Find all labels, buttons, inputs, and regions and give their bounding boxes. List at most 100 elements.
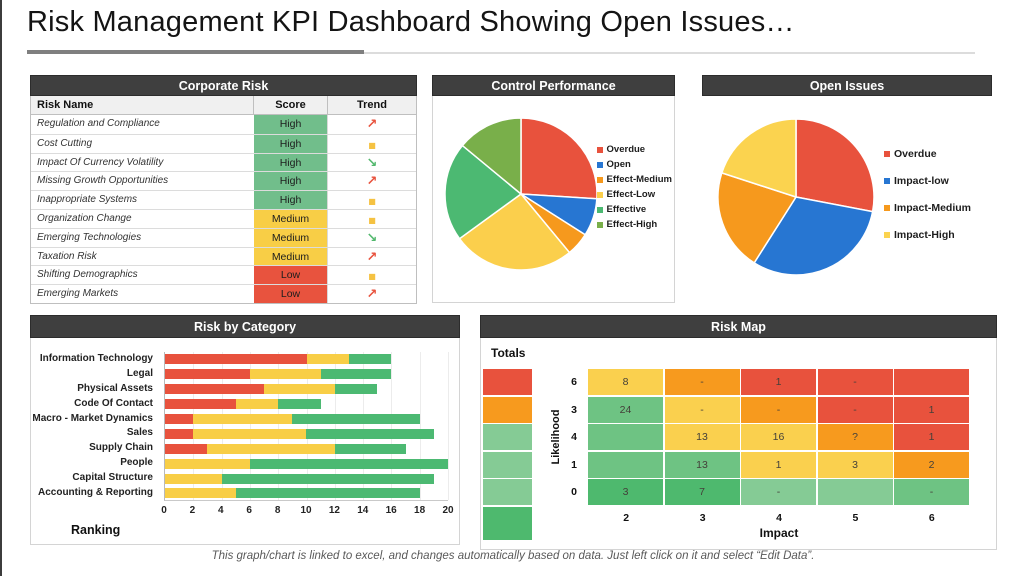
risk-map-cell[interactable]: 8 xyxy=(588,369,663,395)
bar-row[interactable] xyxy=(165,397,448,412)
totals-cell[interactable] xyxy=(483,396,532,423)
bar-segment-medium[interactable] xyxy=(193,428,307,439)
legend-swatch-icon xyxy=(884,204,890,211)
bar-row[interactable] xyxy=(165,412,448,427)
trend-cell: ■ xyxy=(328,210,416,228)
risk-map-cell[interactable]: 1 xyxy=(894,424,969,450)
bar-segment-low[interactable] xyxy=(320,369,392,380)
totals-cell[interactable] xyxy=(483,451,532,478)
bar-segment-medium[interactable] xyxy=(249,369,321,380)
risk-map-cell[interactable] xyxy=(588,451,663,478)
bar-segment-low[interactable] xyxy=(249,458,448,469)
footer-caption: This graph/chart is linked to excel, and… xyxy=(211,550,815,562)
corporate-risk-rows[interactable]: Regulation and Compliance High ↗ Cost Cutti… xyxy=(30,115,417,304)
bar-segment-low[interactable] xyxy=(334,443,406,454)
risk-map-cell[interactable]: - xyxy=(741,396,816,423)
totals-cell[interactable] xyxy=(483,506,532,540)
totals-cell[interactable] xyxy=(483,424,532,450)
bar-row[interactable] xyxy=(165,486,448,501)
bar-segment-high[interactable] xyxy=(165,369,250,380)
pie-slice-overdue[interactable] xyxy=(520,117,598,200)
bar-segment-low[interactable] xyxy=(348,354,392,365)
risk-map-cell[interactable]: - xyxy=(894,479,969,505)
bar-segment-medium[interactable] xyxy=(193,414,293,424)
risk-map-cell[interactable]: - xyxy=(817,396,893,423)
bar-segment-low[interactable] xyxy=(292,414,420,424)
bar-segment-medium[interactable] xyxy=(165,473,222,484)
score-cell: High xyxy=(253,115,328,134)
risk-map-cell[interactable]: 3 xyxy=(817,451,893,478)
risk-map-cell[interactable] xyxy=(588,424,663,450)
score-cell: High xyxy=(253,191,328,209)
pie-slice-impact-medium[interactable] xyxy=(717,171,798,264)
bar-row[interactable] xyxy=(165,426,448,441)
risk-by-category-plot[interactable] xyxy=(164,352,449,501)
pie-slice-effective[interactable] xyxy=(444,144,523,240)
bar-segment-medium[interactable] xyxy=(165,488,236,499)
risk-map-cell[interactable]: ? xyxy=(817,424,893,450)
open-issues-legend: Overdue Impact-low Impact-Medium Impact-Hig… xyxy=(884,140,971,248)
legend-label: Effective xyxy=(606,204,647,215)
risk-map-cell[interactable]: - xyxy=(817,369,893,395)
bar-segment-medium[interactable] xyxy=(264,384,335,395)
pie-slice-overdue[interactable] xyxy=(795,118,875,213)
risk-map-cell[interactable]: - xyxy=(664,369,740,395)
risk-map-cell[interactable]: 1 xyxy=(741,451,816,478)
risk-map-cell[interactable] xyxy=(894,369,969,395)
pie-slice-effect-high[interactable] xyxy=(461,117,522,196)
risk-map-grid[interactable]: 8-1-24- - -1 13 16? 1 13 1 3 2 3 7- - xyxy=(588,369,969,505)
legend-label: Impact-low xyxy=(894,174,949,187)
table-row: Inappropriate Systems High ■ xyxy=(31,190,416,209)
bar-row[interactable] xyxy=(165,352,448,367)
gridline xyxy=(306,352,308,500)
bar-segment-low[interactable] xyxy=(221,473,434,484)
risk-map-cell[interactable]: 16 xyxy=(741,424,816,450)
risk-map-cell[interactable]: 13 xyxy=(664,451,740,478)
bar-row[interactable] xyxy=(165,456,448,471)
bar-segment-high[interactable] xyxy=(165,399,236,410)
bar-segment-low[interactable] xyxy=(235,488,420,499)
legend-swatch-icon xyxy=(596,191,603,198)
bar-segment-low[interactable] xyxy=(334,384,378,395)
bar-segment-medium[interactable] xyxy=(207,443,335,454)
category-label: Accounting & Reporting xyxy=(38,487,153,499)
risk-map-cell[interactable]: 7 xyxy=(664,479,740,505)
risk-name-cell: Emerging Markets xyxy=(37,288,119,300)
bar-segment-high[interactable] xyxy=(165,428,194,439)
bar-segment-high[interactable] xyxy=(165,354,307,365)
bar-segment-low[interactable] xyxy=(306,428,434,439)
open-issues-pie[interactable] xyxy=(702,96,992,303)
title-underline-light xyxy=(27,52,975,54)
risk-map-cell[interactable]: 24 xyxy=(588,396,663,423)
control-performance-pie[interactable] xyxy=(433,96,676,303)
risk-map-cell[interactable]: - xyxy=(664,396,740,423)
risk-map-cell[interactable]: 1 xyxy=(741,369,816,395)
trend-cell: ■ xyxy=(328,266,416,284)
bar-segment-medium[interactable] xyxy=(165,458,250,469)
totals-label: Totals xyxy=(491,346,526,360)
legend-label: Open xyxy=(606,159,631,170)
pie-slice-effect-low[interactable] xyxy=(458,192,571,271)
score-cell: Medium xyxy=(253,228,328,247)
totals-cell[interactable] xyxy=(483,479,532,505)
risk-map-cell[interactable]: 3 xyxy=(588,479,663,505)
pie-slice-impact-high[interactable] xyxy=(720,118,797,199)
bar-row[interactable] xyxy=(165,367,448,382)
bar-segment-medium[interactable] xyxy=(306,354,349,365)
risk-map-cell[interactable]: 2 xyxy=(894,451,969,478)
bar-segment-low[interactable] xyxy=(278,399,321,410)
totals-cell[interactable] xyxy=(483,369,532,395)
bar-segment-medium[interactable] xyxy=(235,399,279,410)
bar-row[interactable] xyxy=(165,471,448,486)
risk-map-cell[interactable] xyxy=(817,479,893,505)
bar-segment-high[interactable] xyxy=(165,384,265,395)
bar-row[interactable] xyxy=(165,441,448,456)
table-row: Shifting Demographics Low ■ xyxy=(31,265,416,285)
bar-segment-high[interactable] xyxy=(165,414,194,424)
risk-map-cell[interactable]: - xyxy=(741,479,816,505)
bar-row[interactable] xyxy=(165,382,448,397)
bar-segment-high[interactable] xyxy=(165,443,208,454)
risk-map-cell[interactable]: 13 xyxy=(664,424,740,450)
risk-map-cell[interactable]: 1 xyxy=(894,396,969,423)
